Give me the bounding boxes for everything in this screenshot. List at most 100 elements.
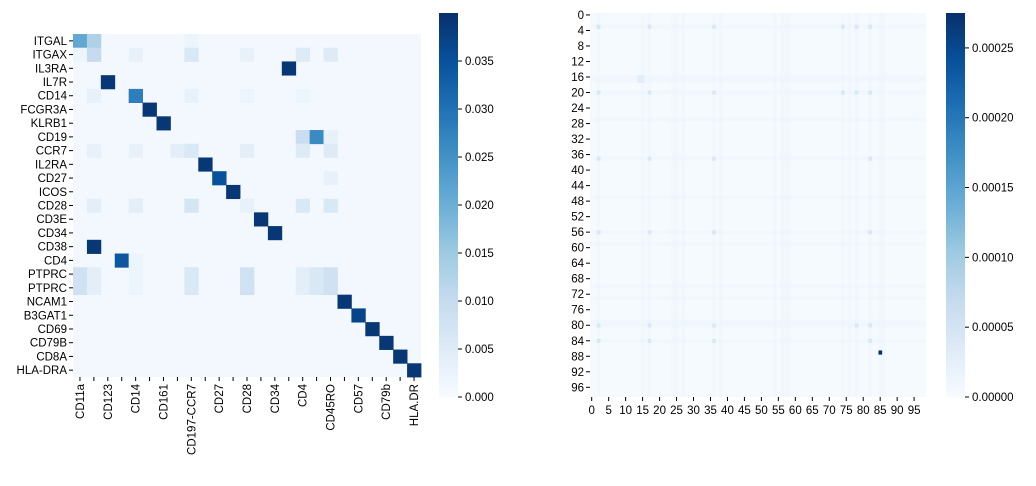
y-tick-label: 8 [578, 41, 584, 53]
x-tick-label: 55 [772, 405, 785, 417]
heatmap-cell [379, 335, 394, 350]
y-tick-label: ICOS [39, 187, 67, 199]
y-tick-label: 96 [571, 382, 584, 394]
y-tick-label: CCR7 [36, 146, 67, 158]
speckle-row [590, 156, 926, 161]
heatmap-cell [295, 280, 311, 296]
heatmap-cell [184, 267, 199, 282]
y-tick-label: 64 [571, 258, 584, 270]
heatmap-cell [253, 212, 269, 227]
y-tick-label: CD4 [44, 255, 68, 267]
heatmap-cell [184, 34, 199, 49]
speckle-column [674, 13, 679, 397]
heatmap-cell [184, 143, 199, 158]
heatmap-cell [73, 267, 88, 282]
speckle-row [590, 195, 926, 200]
colorbar-tick-label: 0.00000 [972, 392, 1014, 404]
colorbar-2: 0.00000 0.00005 0.00010 0.00015 0.00020 0.000… [946, 13, 1014, 404]
colorbar-tick-label: 0.020 [465, 200, 494, 212]
colorbar-tick-label: 0.000 [465, 392, 494, 404]
speckle-column [712, 13, 716, 397]
speckle-column [773, 13, 777, 397]
heatmap-cell [114, 253, 130, 268]
x-tick-label: 35 [704, 405, 717, 417]
y-tick-label: ITGAX [32, 50, 67, 62]
x-tick-label: 60 [789, 405, 802, 417]
heatmap-cell [868, 230, 872, 235]
heatmap-cell [267, 226, 283, 241]
heatmap-cell [86, 198, 102, 213]
heatmap-cell [309, 130, 324, 145]
heatmap-cell [240, 47, 255, 62]
y-tick-label: CD34 [38, 228, 68, 240]
y-tick-label: 48 [571, 196, 584, 208]
heatmap-cell [295, 130, 311, 145]
speckle-row [590, 78, 926, 83]
colorbar-tick-label: 0.025 [465, 152, 494, 164]
heatmap-cell [128, 47, 143, 62]
heatmap-cell [295, 267, 311, 282]
colorbar-1: 0.000 0.005 0.010 0.015 0.020 0.025 0.030 0.035 [439, 13, 494, 404]
speckle-column [640, 13, 645, 397]
heatmap-cell [309, 267, 324, 282]
x-tick-label: 25 [670, 405, 683, 417]
heatmap-cell [184, 198, 199, 213]
speckle-column [596, 13, 601, 397]
colorbar-gradient [439, 13, 458, 397]
x-tick-label: CD79b [381, 384, 393, 420]
x-tick-label: 50 [755, 405, 768, 417]
speckle-row [590, 75, 926, 79]
x-tick-label: 0 [588, 405, 594, 417]
x-tick-label: CD57 [353, 384, 365, 413]
y-tick-label: CD38 [38, 242, 67, 254]
heatmap-cell [841, 24, 845, 29]
y-tick-label: 76 [571, 305, 584, 317]
y-tick-label: PTPRC [28, 283, 67, 295]
x-tick-label: 5 [605, 405, 611, 417]
heatmap-cell [323, 280, 338, 296]
heatmap-cell [868, 338, 872, 343]
speckle-column [783, 13, 787, 397]
heatmap-cell [295, 143, 311, 158]
heatmap-cell [647, 90, 652, 95]
colorbar-tick-label: 0.00010 [972, 252, 1014, 264]
heatmap-cell [86, 280, 102, 296]
speckle-row [590, 323, 926, 328]
heatmap-cell [323, 47, 338, 62]
heatmap-cell [640, 78, 645, 84]
y-tick-label: IL7R [43, 77, 67, 89]
heatmap-cell [868, 24, 872, 29]
heatmap-cell [854, 90, 859, 95]
x-tick-label: CD34 [270, 383, 282, 413]
y-tick-label: CD69 [38, 324, 67, 336]
y-tick-label: 16 [571, 72, 584, 84]
heatmap-cell [637, 78, 642, 84]
heatmap-cell [184, 280, 199, 296]
speckle-column [671, 13, 675, 397]
colorbar-gradient [946, 13, 965, 397]
x-tick-label: CD4 [298, 383, 310, 407]
x-tick-label: CD27 [214, 384, 226, 413]
x-tick-label: CD14 [131, 383, 143, 413]
x-tick-label: CD45RO [326, 384, 338, 431]
heatmap-index-matrix: 0481216202428323640444852566064687276808… [571, 10, 926, 417]
heatmap-cell [309, 280, 324, 296]
heatmap-cell [295, 47, 311, 62]
heatmap-cell [337, 294, 352, 309]
heatmap-cell [170, 143, 185, 158]
colorbar-tick-label: 0.035 [465, 56, 494, 68]
y-tick-label: HLA-DRA [17, 365, 68, 377]
heatmap-cell [365, 322, 380, 337]
heatmap-cell [240, 280, 255, 296]
y-tick-label: 4 [578, 25, 585, 37]
y-tick-label: CD3E [36, 214, 67, 226]
heatmap-cell [86, 143, 102, 158]
x-tick-label: HLA.DR [409, 384, 421, 426]
heatmap-cell [712, 156, 716, 161]
heatmap-cell [240, 143, 255, 158]
y-tick-label: 20 [571, 88, 584, 100]
heatmap-cell [712, 24, 716, 29]
y-tick-label: ITGAL [34, 36, 68, 48]
